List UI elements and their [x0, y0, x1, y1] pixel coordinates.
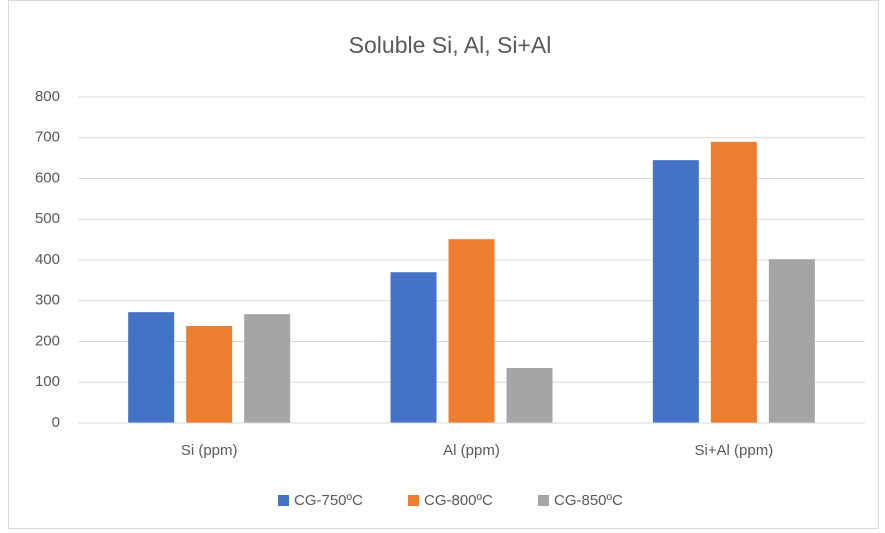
y-tick-label: 400 [35, 251, 60, 268]
bar [448, 239, 495, 423]
bar [390, 272, 437, 423]
legend-swatch [278, 495, 289, 506]
legend-swatch [408, 495, 419, 506]
y-tick-label: 800 [35, 88, 60, 105]
bar [768, 259, 815, 423]
legend-swatch [538, 495, 549, 506]
y-tick-label: 700 [35, 129, 60, 146]
x-tick-label: Si (ppm) [181, 442, 238, 459]
y-tick-label: 100 [35, 373, 60, 390]
legend-label: CG-750ºC [294, 492, 363, 509]
legend-label: CG-850ºC [554, 492, 623, 509]
bar [652, 160, 699, 423]
y-tick-label: 200 [35, 332, 60, 349]
y-tick-label: 500 [35, 210, 60, 227]
bar [128, 312, 175, 423]
bar [506, 367, 553, 423]
y-tick-label: 0 [52, 414, 60, 431]
x-tick-label: Si+Al (ppm) [694, 442, 773, 459]
chart-title: Soluble Si, Al, Si+Al [349, 32, 552, 58]
y-tick-label: 600 [35, 169, 60, 186]
x-tick-label: Al (ppm) [443, 442, 500, 459]
bar [186, 326, 233, 423]
legend-label: CG-800ºC [424, 492, 493, 509]
bar [244, 314, 291, 423]
bar [710, 141, 757, 423]
y-tick-label: 300 [35, 292, 60, 309]
